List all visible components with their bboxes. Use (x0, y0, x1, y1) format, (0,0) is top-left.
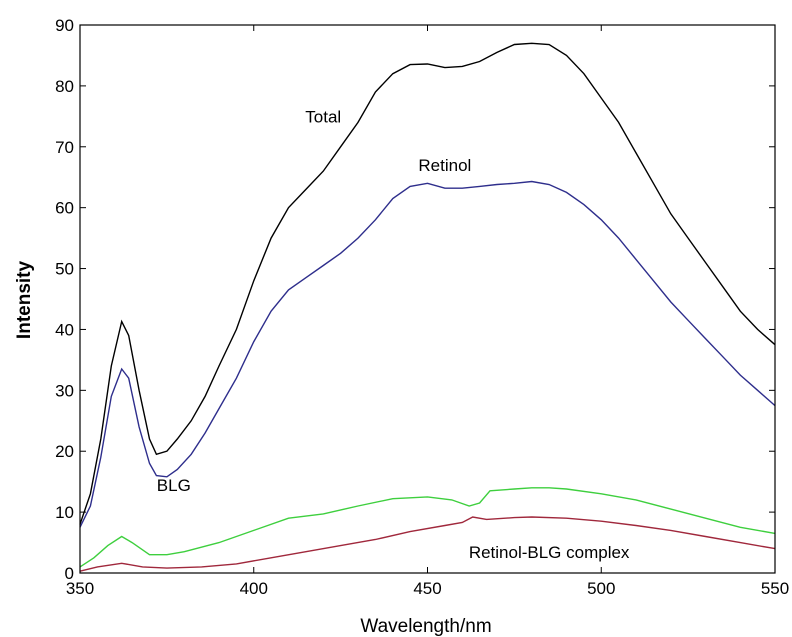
x-axis-label: Wavelength/nm (360, 616, 491, 637)
labels-layer: 350 400 450 500 550 0 10 20 30 40 50 60 70 80 90 Total R… (55, 16, 789, 598)
series-line-blg (79, 487, 776, 568)
x-tick-label: 550 (761, 579, 789, 598)
series-layer (79, 42, 776, 572)
series-label-total: Total (305, 107, 341, 126)
x-tick-label: 400 (240, 579, 268, 598)
series-line-retinol-blg-complex (79, 516, 776, 572)
series-label-retinol: Retinol (418, 156, 471, 175)
x-tick-label: 350 (66, 579, 94, 598)
series-label-retinol-blg-complex: Retinol-BLG complex (469, 543, 630, 562)
y-tick-label: 80 (55, 77, 74, 96)
x-tick-label: 500 (587, 579, 615, 598)
series-line-retinol (79, 180, 776, 528)
y-tick-label: 0 (65, 564, 74, 583)
series-label-blg: BLG (157, 476, 191, 495)
y-tick-label: 30 (55, 381, 74, 400)
y-tick-label: 20 (55, 442, 74, 461)
y-tick-label: 10 (55, 503, 74, 522)
y-tick-label: 40 (55, 320, 74, 339)
series-line-total (79, 42, 776, 525)
axes-layer (79, 24, 776, 574)
y-tick-label: 50 (55, 260, 74, 279)
y-axis-label: Intensity (14, 261, 35, 340)
y-tick-label: 60 (55, 199, 74, 218)
x-tick-label: 450 (413, 579, 441, 598)
y-tick-label: 70 (55, 138, 74, 157)
y-tick-label: 90 (55, 16, 74, 35)
